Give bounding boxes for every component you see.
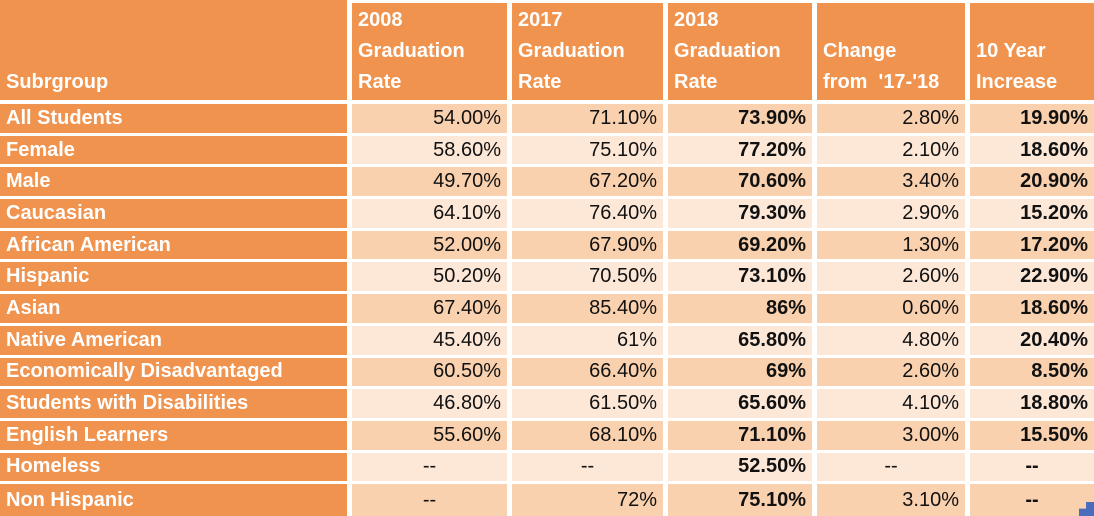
cell-2008-rate[interactable]: -- bbox=[352, 484, 512, 516]
cell-10-year-increase[interactable]: 15.20% bbox=[970, 199, 1094, 231]
cell-10-year-increase[interactable]: 20.90% bbox=[970, 167, 1094, 200]
cell-2008-rate[interactable]: 50.20% bbox=[352, 262, 512, 295]
col-header-10-year-increase[interactable]: 10 Year Increase bbox=[970, 0, 1094, 104]
row-header-subgroup[interactable]: English Learners bbox=[0, 420, 352, 453]
cell-change-17-18[interactable]: 3.10% bbox=[817, 484, 970, 516]
cell-10-year-increase[interactable]: 18.80% bbox=[970, 389, 1094, 421]
cell-2017-rate[interactable]: 61% bbox=[512, 325, 668, 358]
cell-change-17-18[interactable]: 2.90% bbox=[817, 199, 970, 231]
cell-change-17-18[interactable]: 2.60% bbox=[817, 357, 970, 390]
cell-10-year-increase[interactable]: 17.20% bbox=[970, 230, 1094, 263]
cell-2018-rate[interactable]: 73.10% bbox=[668, 262, 817, 295]
row-header-subgroup[interactable]: Asian bbox=[0, 294, 352, 326]
cell-2017-rate[interactable]: 85.40% bbox=[512, 294, 668, 326]
col-header-subgroup[interactable]: Subrgroup bbox=[0, 0, 352, 104]
row-header-subgroup[interactable]: Economically Disadvantaged bbox=[0, 357, 352, 390]
cell-2008-rate[interactable]: 54.00% bbox=[352, 104, 512, 136]
cell-10-year-increase[interactable]: 18.60% bbox=[970, 135, 1094, 168]
cell-change-17-18[interactable]: -- bbox=[817, 452, 970, 485]
cell-2018-rate[interactable]: 73.90% bbox=[668, 104, 817, 136]
col-header-change-17-18[interactable]: Change from '17-'18 bbox=[817, 0, 970, 104]
cell-2008-rate[interactable]: 67.40% bbox=[352, 294, 512, 326]
cell-2018-rate[interactable]: 65.60% bbox=[668, 389, 817, 421]
cell-change-17-18[interactable]: 1.30% bbox=[817, 230, 970, 263]
cell-2017-rate[interactable]: 67.20% bbox=[512, 167, 668, 200]
cell-2018-rate[interactable]: 71.10% bbox=[668, 420, 817, 453]
row-header-subgroup[interactable]: African American bbox=[0, 230, 352, 263]
cell-2018-rate[interactable]: 69.20% bbox=[668, 230, 817, 263]
cell-2008-rate[interactable]: 55.60% bbox=[352, 420, 512, 453]
cell-10-year-increase[interactable]: -- bbox=[970, 484, 1094, 516]
cell-2017-rate[interactable]: 72% bbox=[512, 484, 668, 516]
cell-10-year-increase[interactable]: 8.50% bbox=[970, 357, 1094, 390]
cell-2017-rate[interactable]: 70.50% bbox=[512, 262, 668, 295]
row-header-subgroup[interactable]: Non Hispanic bbox=[0, 484, 352, 516]
cell-2018-rate[interactable]: 69% bbox=[668, 357, 817, 390]
cell-change-17-18[interactable]: 3.40% bbox=[817, 167, 970, 200]
cell-2017-rate[interactable]: 61.50% bbox=[512, 389, 668, 421]
cell-2017-rate[interactable]: 67.90% bbox=[512, 230, 668, 263]
cell-2017-rate[interactable]: 71.10% bbox=[512, 104, 668, 136]
cell-10-year-increase[interactable]: 22.90% bbox=[970, 262, 1094, 295]
row-header-subgroup[interactable]: All Students bbox=[0, 104, 352, 136]
cell-2018-rate[interactable]: 75.10% bbox=[668, 484, 817, 516]
cell-2018-rate[interactable]: 77.20% bbox=[668, 135, 817, 168]
cell-2008-rate[interactable]: 45.40% bbox=[352, 325, 512, 358]
cell-10-year-increase[interactable]: 19.90% bbox=[970, 104, 1094, 136]
col-header-2018-graduation-rate[interactable]: 2018 Graduation Rate bbox=[668, 0, 817, 104]
cell-2008-rate[interactable]: 58.60% bbox=[352, 135, 512, 168]
cell-2018-rate[interactable]: 52.50% bbox=[668, 452, 817, 485]
cell-2017-rate[interactable]: 66.40% bbox=[512, 357, 668, 390]
cell-change-17-18[interactable]: 4.80% bbox=[817, 325, 970, 358]
cell-2017-rate[interactable]: 68.10% bbox=[512, 420, 668, 453]
row-header-subgroup[interactable]: Hispanic bbox=[0, 262, 352, 295]
cell-2008-rate[interactable]: 46.80% bbox=[352, 389, 512, 421]
cell-10-year-increase[interactable]: -- bbox=[970, 452, 1094, 485]
row-header-subgroup[interactable]: Students with Disabilities bbox=[0, 389, 352, 421]
row-header-subgroup[interactable]: Male bbox=[0, 167, 352, 200]
cell-2018-rate[interactable]: 86% bbox=[668, 294, 817, 326]
cell-10-year-increase[interactable]: 20.40% bbox=[970, 325, 1094, 358]
cell-change-17-18[interactable]: 2.80% bbox=[817, 104, 970, 136]
row-header-subgroup[interactable]: Homeless bbox=[0, 452, 352, 485]
cell-2008-rate[interactable]: 52.00% bbox=[352, 230, 512, 263]
row-header-subgroup[interactable]: Female bbox=[0, 135, 352, 168]
cell-change-17-18[interactable]: 0.60% bbox=[817, 294, 970, 326]
row-header-subgroup[interactable]: Caucasian bbox=[0, 199, 352, 231]
cell-2018-rate[interactable]: 79.30% bbox=[668, 199, 817, 231]
cell-change-17-18[interactable]: 4.10% bbox=[817, 389, 970, 421]
cell-2017-rate[interactable]: 75.10% bbox=[512, 135, 668, 168]
cell-2018-rate[interactable]: 65.80% bbox=[668, 325, 817, 358]
cell-2017-rate[interactable]: 76.40% bbox=[512, 199, 668, 231]
cell-10-year-increase[interactable]: 18.60% bbox=[970, 294, 1094, 326]
cell-change-17-18[interactable]: 3.00% bbox=[817, 420, 970, 453]
cell-2008-rate[interactable]: 64.10% bbox=[352, 199, 512, 231]
cell-2017-rate[interactable]: -- bbox=[512, 452, 668, 485]
cell-10-year-increase[interactable]: 15.50% bbox=[970, 420, 1094, 453]
cell-change-17-18[interactable]: 2.10% bbox=[817, 135, 970, 168]
cell-2008-rate[interactable]: 49.70% bbox=[352, 167, 512, 200]
cell-2008-rate[interactable]: -- bbox=[352, 452, 512, 485]
cell-change-17-18[interactable]: 2.60% bbox=[817, 262, 970, 295]
col-header-2008-graduation-rate[interactable]: 2008 Graduation Rate bbox=[352, 0, 512, 104]
cell-2018-rate[interactable]: 70.60% bbox=[668, 167, 817, 200]
row-header-subgroup[interactable]: Native American bbox=[0, 325, 352, 358]
col-header-2017-graduation-rate[interactable]: 2017 Graduation Rate bbox=[512, 0, 668, 104]
cell-2008-rate[interactable]: 60.50% bbox=[352, 357, 512, 390]
